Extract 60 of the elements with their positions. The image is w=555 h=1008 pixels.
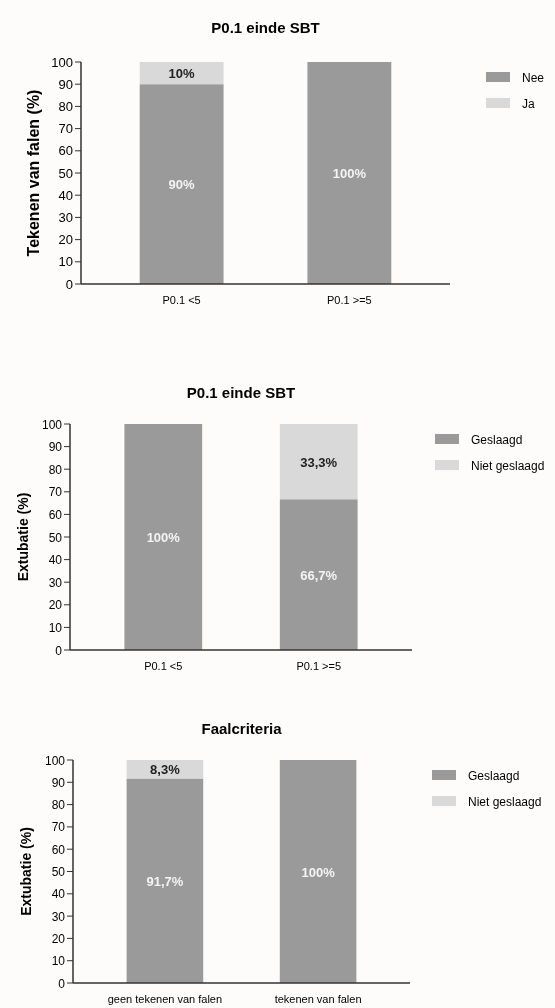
data-label: 8,3% [150, 762, 181, 778]
x-tick-label: geen tekenen van falen [107, 993, 223, 1005]
data-label: 10% [168, 66, 196, 82]
y-tick-label: 60 [51, 842, 66, 857]
chart-title: Faalcriteria [201, 720, 283, 737]
y-tick-label: 90 [58, 76, 73, 92]
y-tick-label: 80 [51, 798, 66, 813]
legend-label: Nee [522, 71, 545, 85]
y-tick-label: 20 [58, 232, 73, 248]
y-tick-label: 0 [55, 643, 63, 658]
y-tick-label: 50 [48, 530, 63, 545]
legend-label: Ja [522, 97, 535, 111]
y-tick-label: 10 [48, 620, 63, 635]
data-label: 91,7% [146, 873, 184, 889]
y-tick-label: 50 [58, 165, 73, 181]
data-label: 90% [168, 177, 196, 193]
data-label: 33,3% [300, 454, 338, 470]
y-tick-label: 30 [51, 909, 66, 924]
y-tick-label: 30 [48, 575, 63, 590]
data-label: 100% [332, 166, 367, 181]
y-axis-title: Tekenen van falen (%) [25, 89, 42, 257]
y-tick-label: 80 [58, 98, 73, 114]
y-tick-label: 20 [51, 931, 66, 946]
data-label: 100% [301, 864, 336, 880]
x-tick-label: P0.1 <5 [144, 660, 183, 672]
chart-title: P0.1 einde SBT [211, 19, 320, 36]
y-tick-label: 0 [65, 276, 73, 292]
y-tick-label: 20 [48, 598, 63, 613]
x-tick-label: P0.1 <5 [162, 294, 201, 306]
chart-title: P0.1 einde SBT [186, 384, 296, 401]
legend-label: Geslaagd [471, 433, 523, 447]
y-tick-label: 90 [51, 775, 66, 790]
y-tick-label: 70 [51, 820, 66, 835]
y-tick-label: 60 [58, 143, 73, 159]
legend-label: Niet geslaagd [468, 795, 542, 809]
y-tick-label: 50 [51, 865, 66, 879]
y-tick-label: 70 [48, 485, 63, 500]
y-tick-label: 40 [48, 553, 63, 568]
x-tick-label: P0.1 >=5 [327, 294, 372, 306]
y-axis-title: Extubatie (%) [18, 827, 34, 916]
x-tick-label: tekenen van falen [274, 993, 362, 1005]
y-tick-label: 90 [48, 440, 63, 455]
y-tick-label: 100 [51, 54, 73, 70]
y-tick-label: 30 [58, 209, 73, 225]
y-tick-label: 100 [44, 753, 66, 768]
data-label: 66,7% [300, 567, 338, 583]
legend-label: Niet geslaagd [471, 459, 545, 473]
y-tick-label: 0 [58, 976, 66, 991]
y-axis-title: Extubatie (%) [15, 492, 31, 582]
data-label: 100% [146, 530, 181, 545]
y-tick-label: 100 [41, 417, 63, 432]
y-tick-label: 10 [51, 954, 66, 969]
y-tick-label: 40 [58, 187, 73, 203]
y-tick-label: 70 [58, 121, 73, 137]
y-tick-label: 10 [58, 254, 73, 270]
y-tick-label: 40 [51, 887, 66, 902]
x-tick-label: P0.1 >=5 [296, 660, 342, 672]
y-tick-label: 80 [48, 462, 63, 477]
legend-label: Geslaagd [468, 769, 520, 783]
y-tick-label: 60 [48, 507, 63, 522]
